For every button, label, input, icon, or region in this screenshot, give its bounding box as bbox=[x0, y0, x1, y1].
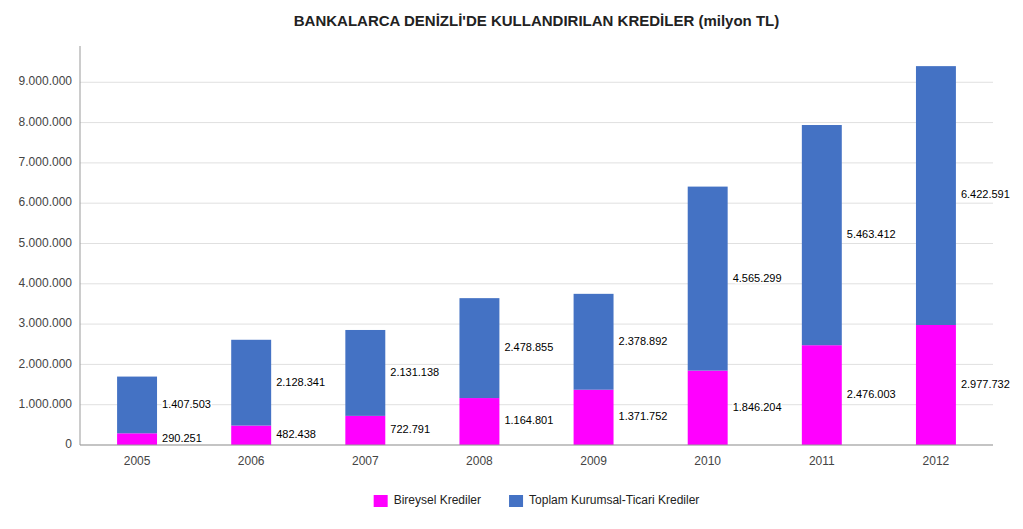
data-label: 290.251 bbox=[162, 432, 202, 444]
data-labels: 290.251 482.438 722.791 1.164.801 1.371.752 1… bbox=[162, 188, 1010, 444]
y-tick-label: 7.000.000 bbox=[19, 155, 73, 169]
legend: Bireysel Krediler Toplam Kurumsal-Ticari … bbox=[374, 493, 700, 507]
y-tick-label: 1.000.000 bbox=[19, 397, 73, 411]
y-axis: 0 1.000.000 2.000.000 3.000.000 4.000.000 5.0… bbox=[19, 74, 993, 451]
y-tick-label: 2.000.000 bbox=[19, 357, 73, 371]
y-axis-line bbox=[80, 46, 81, 445]
bar bbox=[231, 340, 271, 426]
x-tick-label: 2010 bbox=[694, 454, 721, 468]
grid-line bbox=[80, 122, 993, 123]
x-tick-label: 2011 bbox=[809, 454, 835, 468]
bar bbox=[688, 371, 728, 445]
x-tick-label: 2005 bbox=[124, 454, 151, 468]
grid-line bbox=[80, 364, 993, 365]
y-tick-label: 9.000.000 bbox=[19, 74, 73, 88]
y-tick-label: 3.000.000 bbox=[19, 316, 73, 330]
legend-label: Bireysel Krediler bbox=[394, 493, 481, 507]
y-tick-label: 0 bbox=[65, 437, 72, 451]
data-label: 1.846.204 bbox=[733, 401, 782, 413]
data-label: 5.463.412 bbox=[847, 228, 896, 240]
data-label: 2.131.138 bbox=[390, 366, 439, 378]
data-label: 2.378.892 bbox=[619, 335, 668, 347]
bar bbox=[574, 390, 614, 445]
grid-line bbox=[80, 162, 993, 163]
legend-swatch bbox=[509, 495, 523, 507]
grid-line bbox=[80, 243, 993, 244]
x-tick-label: 2009 bbox=[580, 454, 607, 468]
grid-line bbox=[80, 445, 993, 446]
bar bbox=[117, 433, 157, 445]
grid-line bbox=[80, 404, 993, 405]
y-tick-label: 4.000.000 bbox=[19, 276, 73, 290]
bar bbox=[459, 298, 499, 398]
data-label: 722.791 bbox=[390, 423, 430, 435]
legend-swatch bbox=[374, 495, 388, 507]
bar bbox=[688, 187, 728, 371]
x-tick-label: 2012 bbox=[923, 454, 950, 468]
y-tick-label: 8.000.000 bbox=[19, 115, 73, 129]
grid-line bbox=[80, 82, 993, 83]
y-tick-label: 6.000.000 bbox=[19, 195, 73, 209]
data-label: 2.476.003 bbox=[847, 388, 896, 400]
data-label: 2.128.341 bbox=[276, 376, 325, 388]
x-tick-label: 2008 bbox=[466, 454, 493, 468]
bar bbox=[231, 426, 271, 445]
x-axis: 2005 2006 2007 2008 2009 2010 2011 2012 bbox=[124, 454, 950, 468]
data-label: 482.438 bbox=[276, 428, 316, 440]
x-tick-label: 2006 bbox=[238, 454, 265, 468]
bar bbox=[345, 416, 385, 445]
bar bbox=[574, 294, 614, 390]
y-tick-label: 5.000.000 bbox=[19, 236, 73, 250]
data-label: 6.422.591 bbox=[961, 188, 1010, 200]
bar bbox=[802, 345, 842, 445]
x-axis-line bbox=[80, 445, 993, 446]
data-label: 1.407.503 bbox=[162, 398, 211, 410]
grid-line bbox=[80, 324, 993, 325]
bar bbox=[459, 398, 499, 445]
bar bbox=[916, 325, 956, 445]
bar bbox=[916, 66, 956, 325]
title: BANKALARCA DENİZLİ'DE KULLANDIRILAN KRED… bbox=[294, 12, 779, 29]
data-label: 4.565.299 bbox=[733, 272, 782, 284]
data-label: 1.371.752 bbox=[619, 410, 668, 422]
data-label: 2.977.732 bbox=[961, 378, 1010, 390]
bar bbox=[345, 330, 385, 416]
bar bbox=[117, 377, 157, 434]
bar bbox=[802, 125, 842, 345]
bars bbox=[117, 66, 956, 445]
data-label: 2.478.855 bbox=[504, 341, 553, 353]
x-tick-label: 2007 bbox=[352, 454, 379, 468]
grid-line bbox=[80, 283, 993, 284]
legend-label: Toplam Kurumsal-Ticari Krediler bbox=[529, 493, 699, 507]
grid-line bbox=[80, 203, 993, 204]
data-label: 1.164.801 bbox=[504, 414, 553, 426]
chart: BANKALARCA DENİZLİ'DE KULLANDIRILAN KRED… bbox=[0, 0, 1023, 529]
